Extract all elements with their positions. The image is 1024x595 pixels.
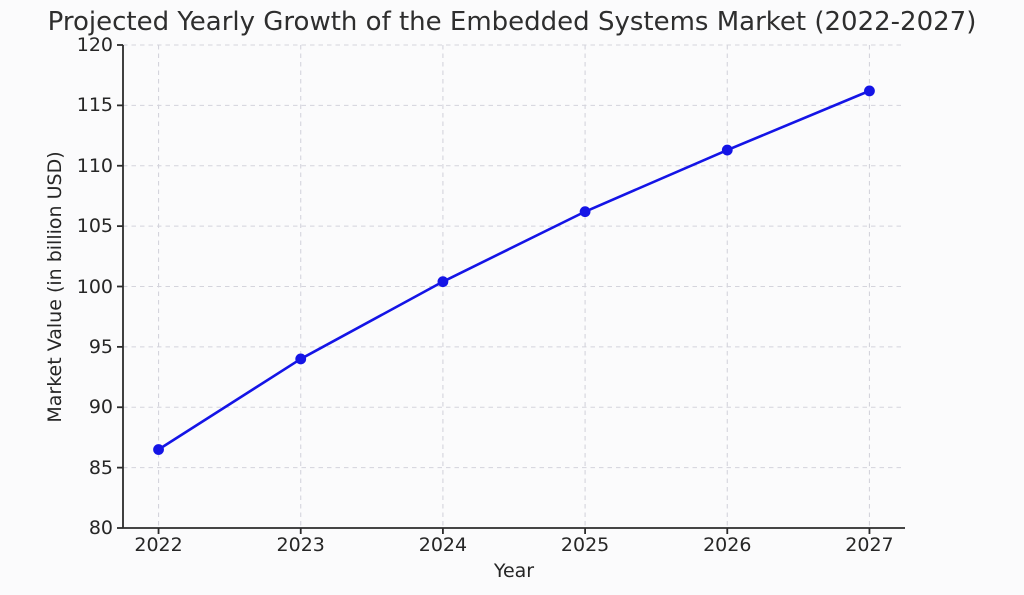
y-tick-label: 110 [76,154,113,177]
x-tick-label: 2026 [703,534,752,556]
y-tick-label: 90 [88,396,113,419]
y-tick-label: 115 [76,94,113,117]
y-tick-label: 105 [76,215,113,238]
data-point-2025 [579,206,591,218]
chart-title: Projected Yearly Growth of the Embedded … [47,7,977,37]
x-tick-label: 2025 [560,534,610,556]
y-tick-label: 85 [88,456,113,479]
market-value-line [157,89,871,451]
data-point-2026 [721,144,733,156]
x-axis-label: Year [493,560,535,582]
x-tick-label: 2022 [134,534,183,556]
y-tick-label: 100 [76,275,113,298]
y-tick-label: 120 [76,34,113,56]
data-point-2024 [437,276,449,288]
data-point-2022 [153,444,164,455]
x-tick-label: 2023 [276,534,325,556]
y-tick-label: 80 [88,517,113,539]
y-tick-label: 95 [88,335,113,358]
data-point-2027 [864,85,875,97]
x-tick-label: 2027 [845,534,894,556]
data-point-2023 [295,353,307,365]
x-tick-label: 2024 [418,534,468,556]
